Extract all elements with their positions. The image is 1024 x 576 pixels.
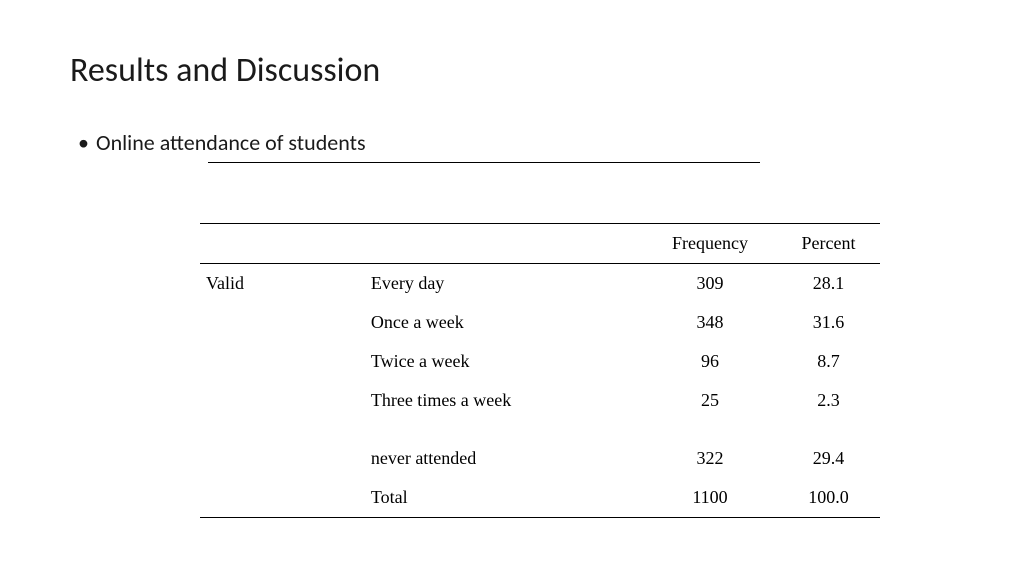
row-label: never attended: [365, 420, 643, 478]
table-row: Once a week 348 31.6: [200, 303, 880, 342]
row-percent: 29.4: [777, 420, 880, 478]
row-frequency: 96: [643, 342, 777, 381]
row-frequency: 309: [643, 264, 777, 304]
row-percent: 2.3: [777, 381, 880, 420]
header-frequency: Frequency: [643, 224, 777, 264]
attendance-table-wrapper: Frequency Percent Valid Every day 309 28…: [200, 223, 880, 518]
row-percent: 31.6: [777, 303, 880, 342]
row-frequency: 348: [643, 303, 777, 342]
table-row: Twice a week 96 8.7: [200, 342, 880, 381]
row-label: Every day: [365, 264, 643, 304]
row-frequency: 322: [643, 420, 777, 478]
row-percent: 8.7: [777, 342, 880, 381]
attendance-table: Frequency Percent Valid Every day 309 28…: [200, 223, 880, 518]
row-label: Three times a week: [365, 381, 643, 420]
row-frequency: 25: [643, 381, 777, 420]
bullet-section: Online attendance of students: [78, 129, 954, 163]
row-percent: 100.0: [777, 478, 880, 518]
header-label-blank: [365, 224, 643, 264]
header-group-blank: [200, 224, 365, 264]
group-blank: [200, 303, 365, 342]
group-blank: [200, 381, 365, 420]
table-row: never attended 322 29.4: [200, 420, 880, 478]
group-label: Valid: [200, 264, 365, 304]
group-blank: [200, 420, 365, 478]
row-frequency: 1100: [643, 478, 777, 518]
row-label: Twice a week: [365, 342, 643, 381]
table-header-row: Frequency Percent: [200, 224, 880, 264]
slide-title: Results and Discussion: [70, 50, 954, 91]
bullet-underline-rule: [208, 162, 760, 163]
group-blank: [200, 342, 365, 381]
row-percent: 28.1: [777, 264, 880, 304]
table-row-total: Total 1100 100.0: [200, 478, 880, 518]
row-label: Total: [365, 478, 643, 518]
row-label: Once a week: [365, 303, 643, 342]
table-row: Valid Every day 309 28.1: [200, 264, 880, 304]
table-row: Three times a week 25 2.3: [200, 381, 880, 420]
group-blank: [200, 478, 365, 518]
header-percent: Percent: [777, 224, 880, 264]
bullet-item: Online attendance of students: [78, 129, 954, 156]
